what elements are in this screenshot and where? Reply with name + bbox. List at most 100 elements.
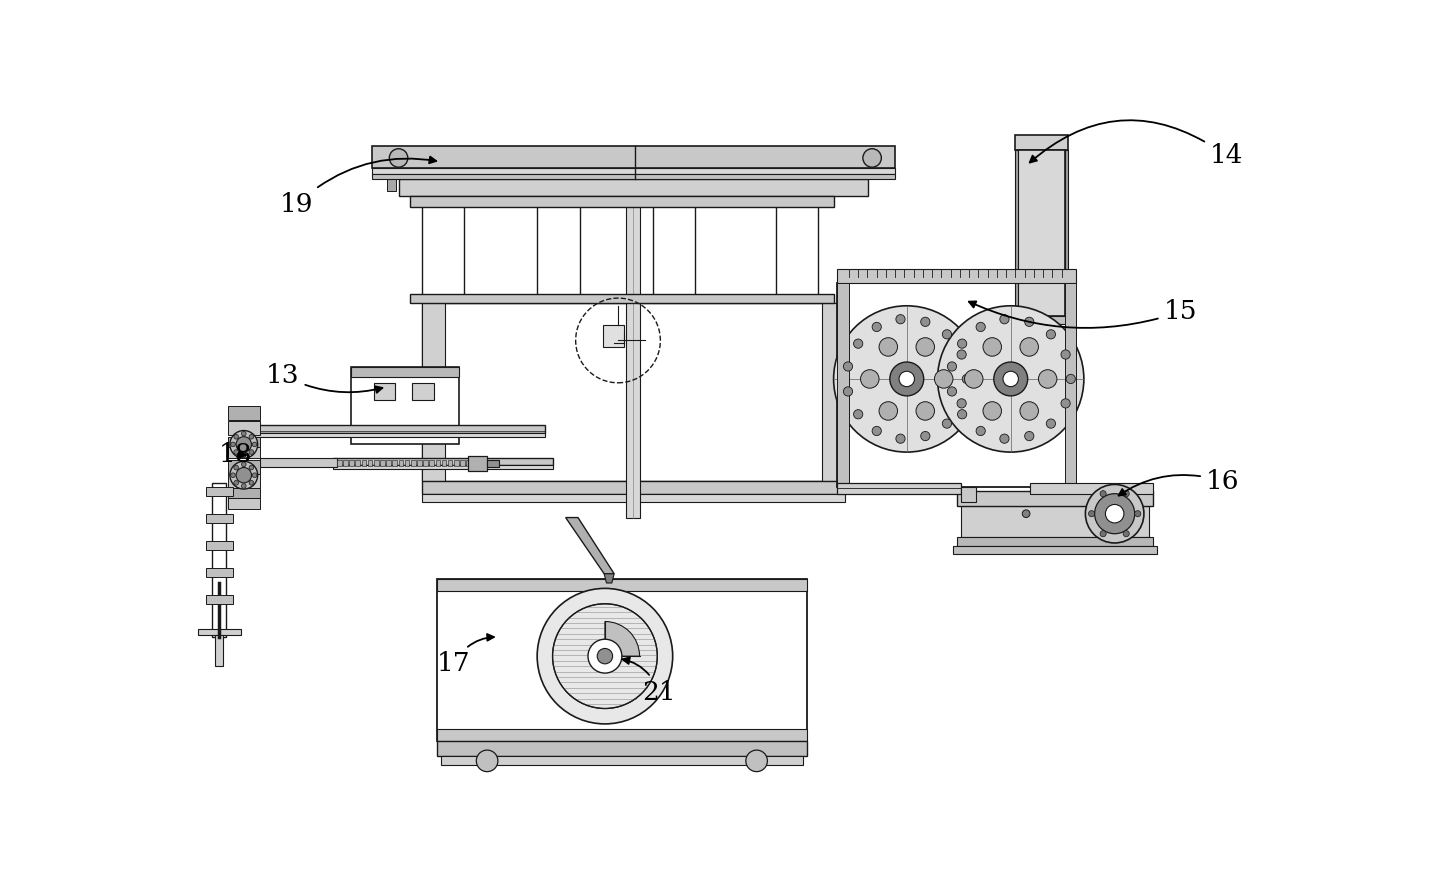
Bar bbox=[960, 487, 976, 502]
Circle shape bbox=[964, 370, 983, 388]
Bar bbox=[627, 179, 640, 517]
Circle shape bbox=[880, 401, 897, 420]
Bar bbox=[412, 383, 433, 400]
Circle shape bbox=[943, 419, 951, 429]
Text: 18: 18 bbox=[218, 442, 253, 467]
Bar bbox=[422, 304, 445, 480]
Bar bbox=[372, 174, 895, 179]
Circle shape bbox=[957, 350, 966, 359]
Circle shape bbox=[916, 401, 934, 420]
Circle shape bbox=[1003, 371, 1019, 386]
Circle shape bbox=[1000, 434, 1009, 444]
Bar bbox=[228, 459, 260, 473]
Bar bbox=[453, 459, 459, 466]
Circle shape bbox=[237, 436, 251, 452]
Bar bbox=[405, 459, 409, 466]
Bar bbox=[422, 304, 845, 480]
Bar bbox=[207, 568, 232, 577]
Bar bbox=[372, 146, 895, 168]
Circle shape bbox=[231, 442, 235, 447]
Circle shape bbox=[1020, 401, 1039, 420]
Circle shape bbox=[588, 639, 621, 673]
Bar bbox=[448, 459, 452, 466]
Bar bbox=[333, 458, 552, 466]
Polygon shape bbox=[604, 574, 614, 583]
Circle shape bbox=[234, 450, 238, 454]
Bar bbox=[466, 459, 471, 466]
Circle shape bbox=[921, 317, 930, 326]
Circle shape bbox=[1105, 504, 1124, 523]
Circle shape bbox=[862, 149, 881, 167]
Bar bbox=[953, 546, 1157, 554]
Circle shape bbox=[1039, 370, 1058, 388]
Bar bbox=[525, 168, 535, 191]
Wedge shape bbox=[606, 621, 640, 656]
Circle shape bbox=[1046, 330, 1056, 339]
Circle shape bbox=[250, 435, 254, 439]
Circle shape bbox=[854, 339, 862, 348]
Bar bbox=[1019, 150, 1065, 316]
Bar bbox=[207, 540, 232, 550]
Bar bbox=[669, 168, 677, 191]
Bar bbox=[822, 304, 845, 480]
Circle shape bbox=[1095, 494, 1135, 533]
Circle shape bbox=[947, 387, 957, 396]
Circle shape bbox=[861, 370, 880, 388]
Bar bbox=[375, 383, 396, 400]
Bar bbox=[438, 579, 806, 590]
Bar bbox=[1015, 135, 1069, 150]
Circle shape bbox=[963, 374, 971, 384]
Polygon shape bbox=[565, 517, 614, 574]
Bar bbox=[1015, 150, 1019, 316]
Circle shape bbox=[250, 466, 254, 470]
Bar bbox=[438, 741, 806, 756]
Bar bbox=[228, 447, 260, 458]
Bar bbox=[212, 483, 227, 637]
Circle shape bbox=[476, 750, 498, 772]
Bar bbox=[838, 269, 1076, 282]
Text: 14: 14 bbox=[1030, 121, 1243, 168]
Bar bbox=[442, 459, 446, 466]
Circle shape bbox=[253, 473, 257, 478]
Bar bbox=[228, 436, 260, 447]
Bar bbox=[806, 168, 817, 191]
Circle shape bbox=[230, 430, 258, 458]
Circle shape bbox=[250, 450, 254, 454]
Bar bbox=[337, 459, 342, 466]
Text: 19: 19 bbox=[280, 157, 436, 216]
Circle shape bbox=[746, 750, 768, 772]
Circle shape bbox=[597, 649, 613, 664]
Circle shape bbox=[921, 431, 930, 441]
Circle shape bbox=[872, 426, 881, 436]
Circle shape bbox=[1124, 491, 1129, 497]
Bar bbox=[761, 168, 769, 191]
Bar bbox=[960, 506, 1149, 537]
Circle shape bbox=[880, 338, 897, 356]
Circle shape bbox=[234, 435, 238, 439]
Circle shape bbox=[1085, 484, 1144, 543]
Bar bbox=[1015, 316, 1069, 324]
Bar bbox=[435, 459, 441, 466]
Bar bbox=[333, 466, 552, 469]
Bar bbox=[228, 406, 260, 420]
Text: 13: 13 bbox=[267, 363, 382, 392]
Bar bbox=[392, 459, 397, 466]
Bar bbox=[838, 282, 850, 487]
Bar bbox=[422, 195, 464, 296]
Circle shape bbox=[1000, 314, 1009, 324]
Circle shape bbox=[1124, 531, 1129, 537]
Bar bbox=[215, 635, 222, 666]
Bar bbox=[198, 629, 241, 635]
Bar bbox=[207, 487, 232, 496]
Bar bbox=[386, 459, 390, 466]
Bar bbox=[356, 459, 360, 466]
Circle shape bbox=[957, 339, 967, 348]
Circle shape bbox=[983, 338, 1002, 356]
Circle shape bbox=[237, 467, 251, 483]
Bar bbox=[603, 325, 624, 347]
Bar bbox=[653, 195, 695, 296]
Bar bbox=[387, 168, 396, 191]
Bar bbox=[438, 730, 806, 741]
Bar bbox=[1065, 282, 1076, 487]
Circle shape bbox=[253, 442, 257, 447]
